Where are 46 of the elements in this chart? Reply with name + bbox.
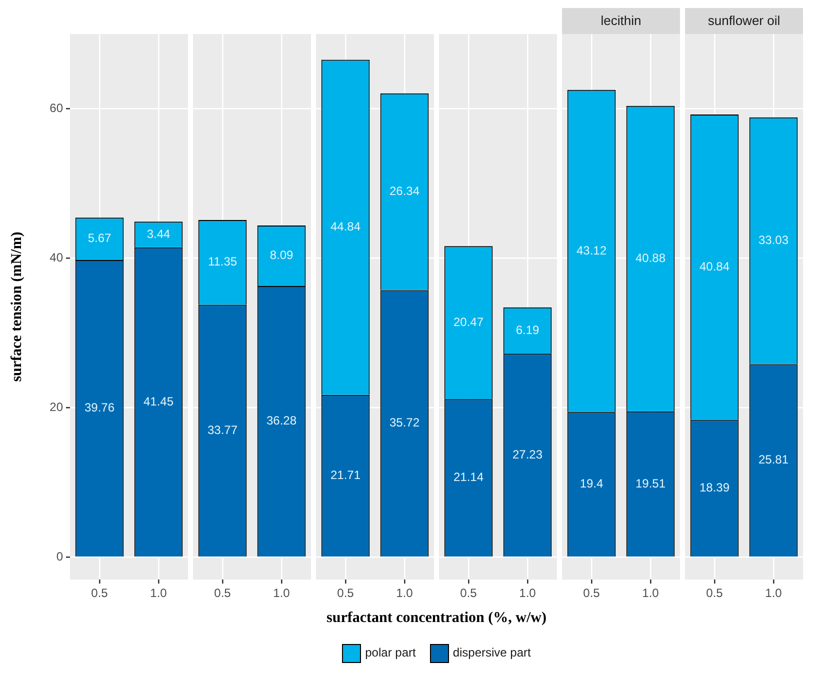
data-label: 6.19 xyxy=(516,322,540,337)
data-label: 40.84 xyxy=(699,259,730,274)
y-tick-label: 40 xyxy=(50,250,64,265)
data-label: 8.09 xyxy=(270,248,294,262)
x-tick-label: 1.0 xyxy=(519,586,536,600)
data-label: 26.34 xyxy=(389,184,420,198)
x-tick-label: 1.0 xyxy=(150,586,168,600)
x-tick-label: 0.5 xyxy=(91,586,108,600)
data-label: 5.67 xyxy=(88,231,112,246)
x-tick-label: 1.0 xyxy=(642,586,660,600)
y-tick-label: 20 xyxy=(50,400,64,414)
data-label: 27.23 xyxy=(512,447,543,462)
data-label: 36.28 xyxy=(266,414,297,428)
data-label: 18.39 xyxy=(699,480,730,494)
data-label: 19.4 xyxy=(580,476,604,491)
data-label: 41.45 xyxy=(143,394,174,408)
x-tick-label: 0.5 xyxy=(460,586,478,600)
data-label: 44.84 xyxy=(330,220,361,234)
x-tick-label: 1.0 xyxy=(765,586,782,600)
legend-label: polar part xyxy=(364,644,416,662)
data-label: 21.71 xyxy=(330,468,361,482)
y-tick-label: 0 xyxy=(56,549,64,564)
y-axis-title: surface tension (mN/m) xyxy=(8,232,25,382)
x-tick-label: 0.5 xyxy=(706,586,724,600)
data-label: 11.35 xyxy=(208,254,238,269)
data-label: 39.76 xyxy=(84,400,115,415)
data-label: 40.88 xyxy=(635,250,666,265)
data-label: 3.44 xyxy=(146,226,170,241)
data-label: 25.81 xyxy=(758,452,789,467)
data-label: 33.77 xyxy=(207,422,238,437)
x-tick-label: 0.5 xyxy=(214,586,232,600)
x-tick-label: 1.0 xyxy=(273,586,290,600)
data-label: 19.51 xyxy=(635,476,666,490)
data-label: 21.14 xyxy=(453,470,484,484)
x-tick-label: 1.0 xyxy=(396,586,414,600)
x-axis-title: surfactant concentration (%, w/w) xyxy=(326,610,548,627)
x-tick-label: 0.5 xyxy=(583,586,600,600)
data-label: 33.03 xyxy=(758,233,789,248)
chart-title: sunflower oil xyxy=(685,8,803,34)
y-tick-label: 60 xyxy=(50,101,64,116)
data-label: 20.47 xyxy=(453,314,484,329)
x-tick-label: 0.5 xyxy=(337,586,354,600)
data-label: 43.12 xyxy=(576,243,607,258)
data-label: 35.72 xyxy=(389,416,420,430)
legend-label: dispersive part xyxy=(452,644,531,662)
chart-title: lecithin xyxy=(562,8,680,34)
